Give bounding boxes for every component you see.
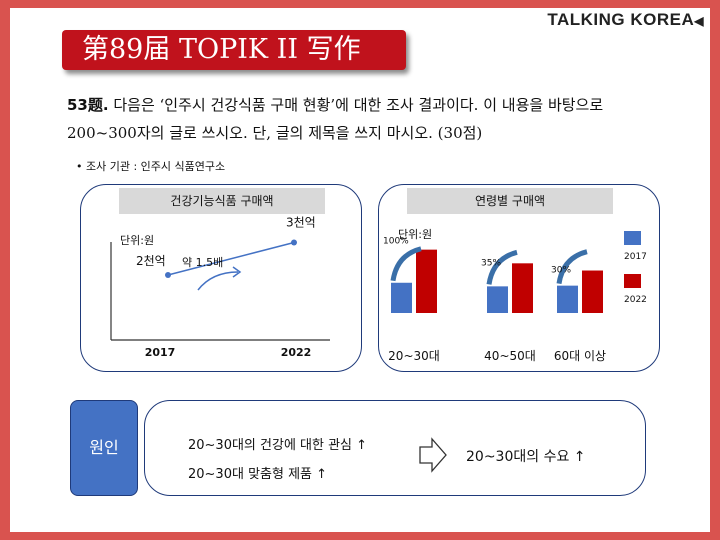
question-line-1: 다음은 ‘인주시 건강식품 구매 현황’에 대한 조사 결과이다. 이 내용을 … xyxy=(113,96,604,114)
survey-source: • 조사 기관 : 인주시 식품연구소 xyxy=(76,160,226,173)
brand-logo: TALKING KOREA◀ xyxy=(547,10,704,29)
line-chart-unit: 단위:원 xyxy=(120,234,155,247)
cause-label: 원인 xyxy=(70,400,138,496)
bar-chart-title: 연령별 구매액 xyxy=(407,188,613,214)
line-chart-title: 건강기능식품 구매액 xyxy=(119,188,325,214)
cause-result: 20~30대의 수요 ↑ xyxy=(466,449,586,465)
bar-chart-panel: 연령별 구매액 xyxy=(378,184,660,372)
bar-chart-unit: 단위:원 xyxy=(398,228,433,241)
page-title: 第89届 TOPIK II 写作 xyxy=(62,30,406,70)
cause-panel xyxy=(144,400,646,496)
brand-arrow-icon: ◀ xyxy=(694,14,704,28)
cause-item-2: 20~30대 맞춤형 제품 ↑ xyxy=(188,467,328,482)
cause-item-1: 20~30대의 건강에 대한 관심 ↑ xyxy=(188,438,368,453)
line-chart-panel: 건강기능식품 구매액 xyxy=(80,184,362,372)
arrow-right-icon xyxy=(419,437,447,473)
question-line-2: 200~300자의 글로 쓰시오. 단, 글의 제목을 쓰지 마시오. (30점… xyxy=(67,124,483,142)
question-number: 53题. xyxy=(67,96,109,114)
question-prompt: 53题. 다음은 ‘인주시 건강식품 구매 현황’에 대한 조사 결과이다. 이… xyxy=(67,91,687,147)
